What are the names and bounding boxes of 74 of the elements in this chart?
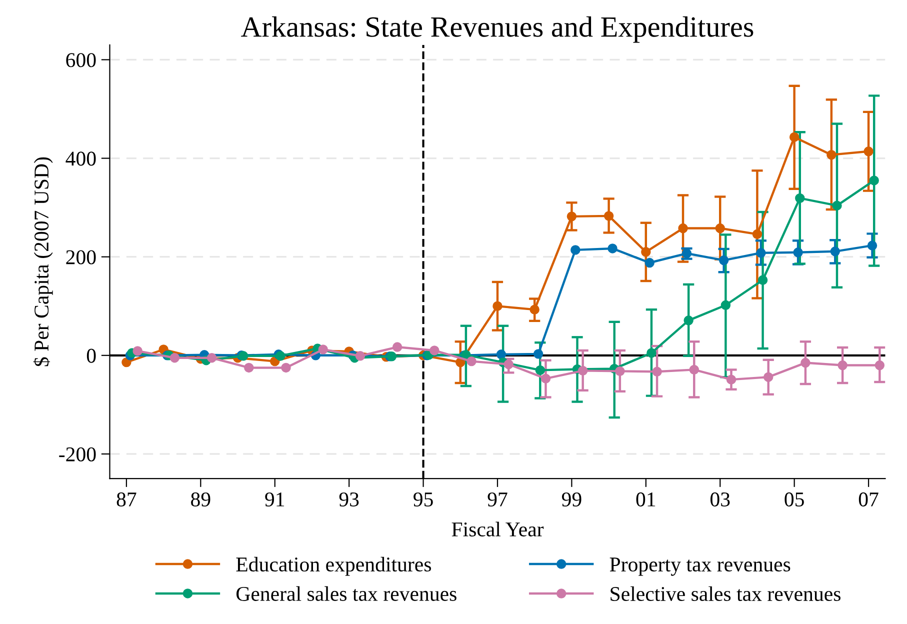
point bbox=[689, 364, 700, 375]
y-tick-label: 600 bbox=[66, 53, 96, 68]
y-axis-title: $ Per Capita (2007 USD) bbox=[33, 157, 53, 366]
point bbox=[830, 246, 840, 256]
point bbox=[715, 223, 725, 234]
point bbox=[533, 349, 544, 359]
y-tick-label: 0 bbox=[86, 348, 96, 363]
x-tick-label: 91 bbox=[265, 492, 284, 506]
x-tick-label: 03 bbox=[710, 492, 730, 506]
point bbox=[566, 212, 577, 222]
point bbox=[646, 348, 656, 358]
point bbox=[570, 245, 580, 255]
x-tick-label: 93 bbox=[339, 492, 359, 506]
x-tick-label: 95 bbox=[414, 492, 433, 506]
point bbox=[430, 346, 440, 356]
point bbox=[170, 353, 180, 363]
x-axis-title: Fiscal Year bbox=[452, 522, 544, 536]
point bbox=[504, 359, 514, 370]
x-tick-label: 87 bbox=[116, 492, 136, 506]
point bbox=[392, 342, 402, 352]
point bbox=[122, 357, 132, 368]
point bbox=[752, 229, 762, 240]
point bbox=[132, 346, 142, 356]
point bbox=[867, 240, 878, 250]
point bbox=[874, 360, 885, 370]
y-tick-label: 200 bbox=[66, 250, 96, 264]
point bbox=[615, 366, 625, 376]
point bbox=[800, 358, 810, 368]
chart-title: Arkansas: State Revenues and Expenditures bbox=[241, 16, 754, 43]
point bbox=[281, 362, 291, 373]
point bbox=[652, 366, 662, 377]
x-tick-label: 99 bbox=[562, 492, 582, 506]
legend-label: Selective sales tax revenues bbox=[610, 586, 840, 602]
legend-label: Education expenditures bbox=[236, 556, 431, 576]
x-tick-label: 89 bbox=[191, 492, 210, 506]
point bbox=[869, 176, 879, 186]
y-tick-label: -200 bbox=[59, 447, 96, 462]
point bbox=[758, 275, 768, 285]
point bbox=[756, 248, 766, 258]
point bbox=[718, 255, 729, 266]
point bbox=[578, 366, 588, 376]
point bbox=[763, 372, 774, 382]
point bbox=[355, 351, 366, 361]
point bbox=[678, 223, 688, 234]
point bbox=[318, 344, 328, 354]
point bbox=[832, 200, 842, 210]
point bbox=[789, 132, 800, 142]
legend-label: Property tax revenues bbox=[610, 558, 790, 576]
point bbox=[684, 316, 694, 326]
point bbox=[726, 374, 736, 384]
x-tick-label: 97 bbox=[488, 492, 508, 506]
point bbox=[641, 247, 651, 257]
point bbox=[838, 360, 848, 370]
point bbox=[492, 301, 502, 311]
x-tick-label: 05 bbox=[784, 492, 804, 506]
point bbox=[644, 258, 654, 268]
point bbox=[864, 146, 874, 156]
point bbox=[608, 244, 618, 254]
point bbox=[604, 211, 614, 221]
point bbox=[793, 248, 803, 258]
point bbox=[795, 193, 805, 204]
point bbox=[530, 304, 540, 314]
y-tick-label: 400 bbox=[66, 152, 96, 166]
point bbox=[720, 300, 731, 310]
legend-label: General sales tax revenues bbox=[236, 586, 456, 601]
point bbox=[206, 353, 217, 363]
point bbox=[244, 362, 254, 373]
point bbox=[535, 365, 546, 376]
point bbox=[826, 150, 836, 160]
point bbox=[466, 356, 476, 366]
point bbox=[496, 350, 506, 360]
x-tick-label: 01 bbox=[636, 492, 656, 506]
point bbox=[540, 374, 551, 384]
x-tick-label: 07 bbox=[858, 492, 878, 506]
